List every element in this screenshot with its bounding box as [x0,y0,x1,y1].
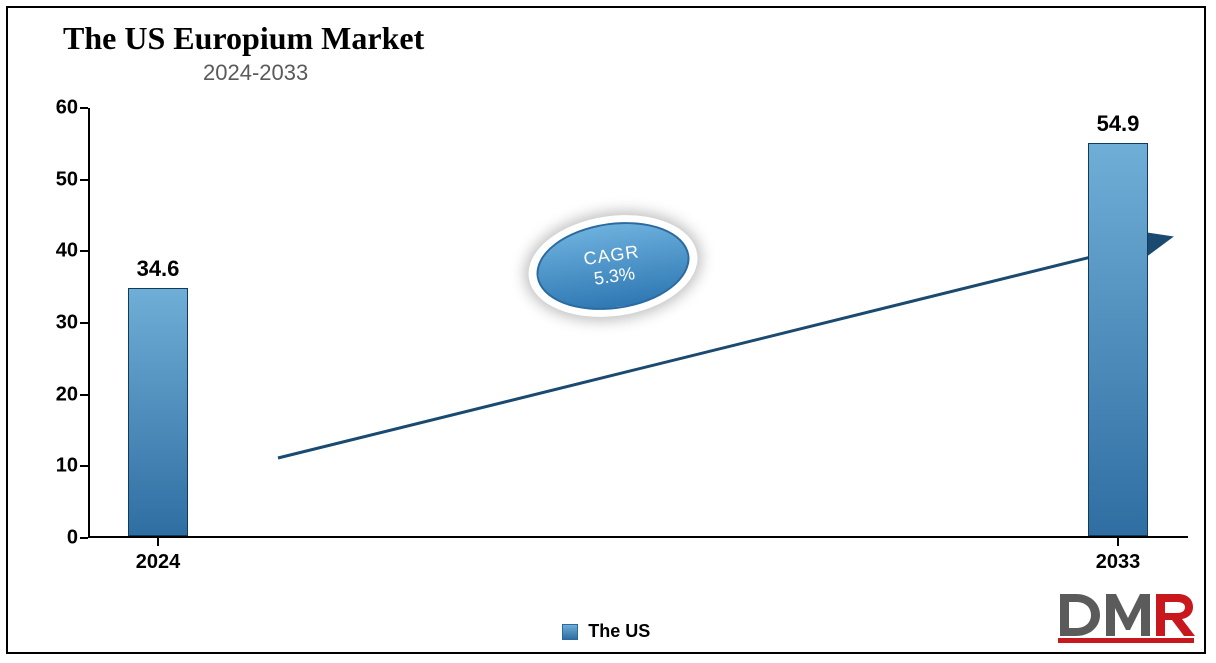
legend-swatch [562,624,578,640]
chart-title: The US Europium Market [63,20,424,57]
y-tick-label: 0 [38,527,78,550]
y-tick [80,107,88,109]
x-tick [157,538,159,546]
y-tick [80,537,88,539]
x-tick-label: 2033 [1096,551,1141,574]
bar [128,288,188,536]
legend-label: The US [588,621,650,642]
y-tick [80,250,88,252]
y-tick-label: 60 [38,97,78,120]
bar-fill [1089,144,1147,535]
y-tick [80,465,88,467]
bar-fill [129,289,187,535]
x-tick-label: 2024 [136,551,181,574]
dmr-logo [1056,590,1196,646]
chart-subtitle: 2024-2033 [203,60,308,86]
y-tick [80,179,88,181]
y-tick-label: 10 [38,455,78,478]
cagr-value: 5.3% [593,263,637,290]
y-tick [80,322,88,324]
y-tick [80,394,88,396]
bar-value-label: 34.6 [137,256,180,282]
plot-area: CAGR 5.3% 0102030405060202434.6203354.9 [88,108,1188,538]
y-tick-label: 50 [38,168,78,191]
legend: The US [8,621,1204,642]
y-tick-label: 20 [38,383,78,406]
bar-value-label: 54.9 [1097,111,1140,137]
y-tick-label: 40 [38,240,78,263]
chart-frame: The US Europium Market 2024-2033 CAGR 5.… [6,6,1206,654]
bar [1088,143,1148,536]
x-tick [1117,538,1119,546]
trend-arrow [88,108,1188,538]
y-tick-label: 30 [38,312,78,335]
